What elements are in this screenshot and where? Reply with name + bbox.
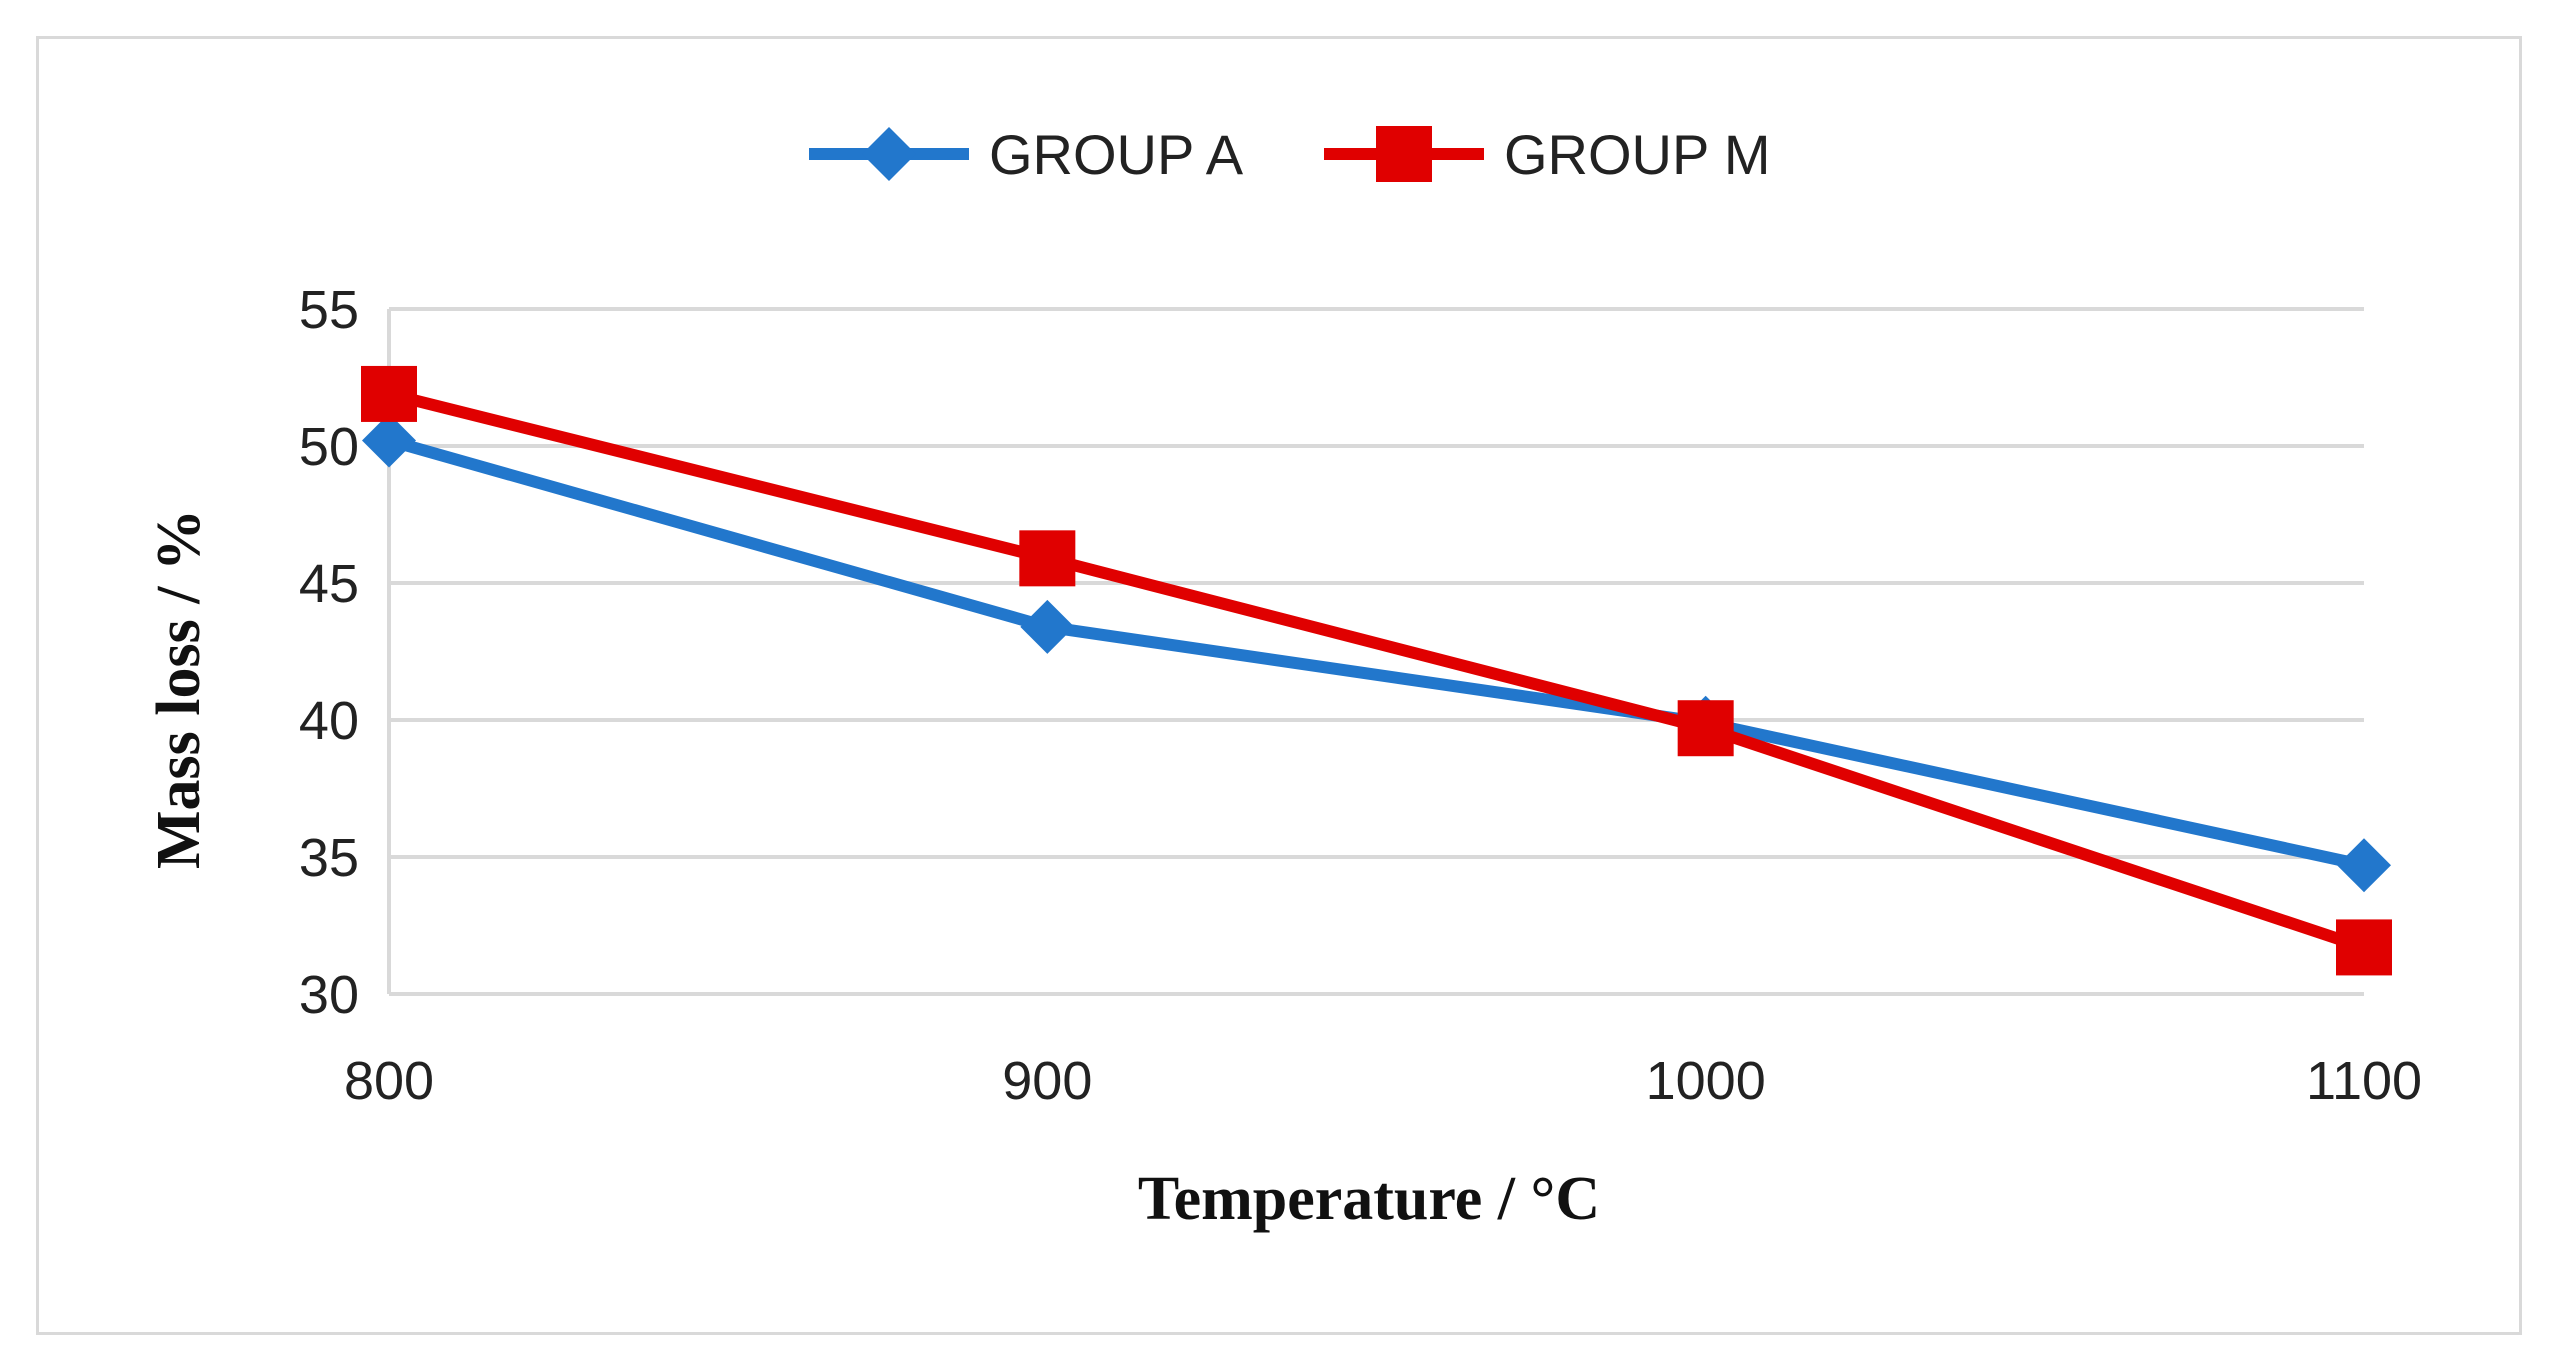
group-a-point: [1020, 599, 1075, 654]
legend: GROUP A GROUP M: [809, 123, 1771, 186]
legend-item-group-m: GROUP M: [1324, 123, 1771, 186]
group-a-point: [362, 413, 416, 468]
series: [361, 365, 2392, 976]
y-tick-label: 50: [299, 417, 359, 477]
y-tick-label: 55: [299, 280, 359, 340]
group-m-point: [1677, 700, 1734, 757]
group-m-point: [2336, 919, 2392, 976]
legend-swatch-marker: [1376, 126, 1432, 182]
y-axis-title: Mass loss / %: [145, 509, 213, 869]
x-tick-label: 800: [344, 1051, 434, 1111]
group-m-line: [383, 387, 2370, 954]
legend-swatch-marker: [862, 127, 916, 181]
gridlines: [389, 307, 2364, 859]
axes: [387, 309, 2364, 996]
x-tick-label: 900: [1002, 1051, 1092, 1111]
group-a-point: [2337, 838, 2391, 893]
x-tick-label: 1000: [1646, 1051, 1766, 1111]
chart-area: 30 35 40 45 50 55 800 900 1000 1100 GROUP A GROUP…: [36, 36, 2522, 1335]
y-tick-label: 45: [299, 554, 359, 614]
x-axis-title: Temperature / °C: [1138, 1165, 1600, 1233]
y-tick-labels: 30 35 40 45 50 55: [299, 280, 359, 1025]
series-group-m: [361, 365, 2392, 976]
legend-label: GROUP A: [989, 123, 1244, 186]
legend-label: GROUP M: [1504, 123, 1771, 186]
series-group-a: [362, 413, 2391, 893]
group-m-point: [1019, 530, 1076, 587]
y-tick-label: 30: [299, 965, 359, 1025]
legend-item-group-a: GROUP A: [809, 123, 1244, 186]
group-a-line: [383, 434, 2370, 872]
x-tick-label: 1100: [2306, 1051, 2422, 1111]
group-m-point: [361, 365, 417, 422]
y-tick-label: 35: [299, 828, 359, 888]
x-tick-labels: 800 900 1000 1100: [344, 1051, 2422, 1111]
y-tick-label: 40: [299, 691, 359, 751]
